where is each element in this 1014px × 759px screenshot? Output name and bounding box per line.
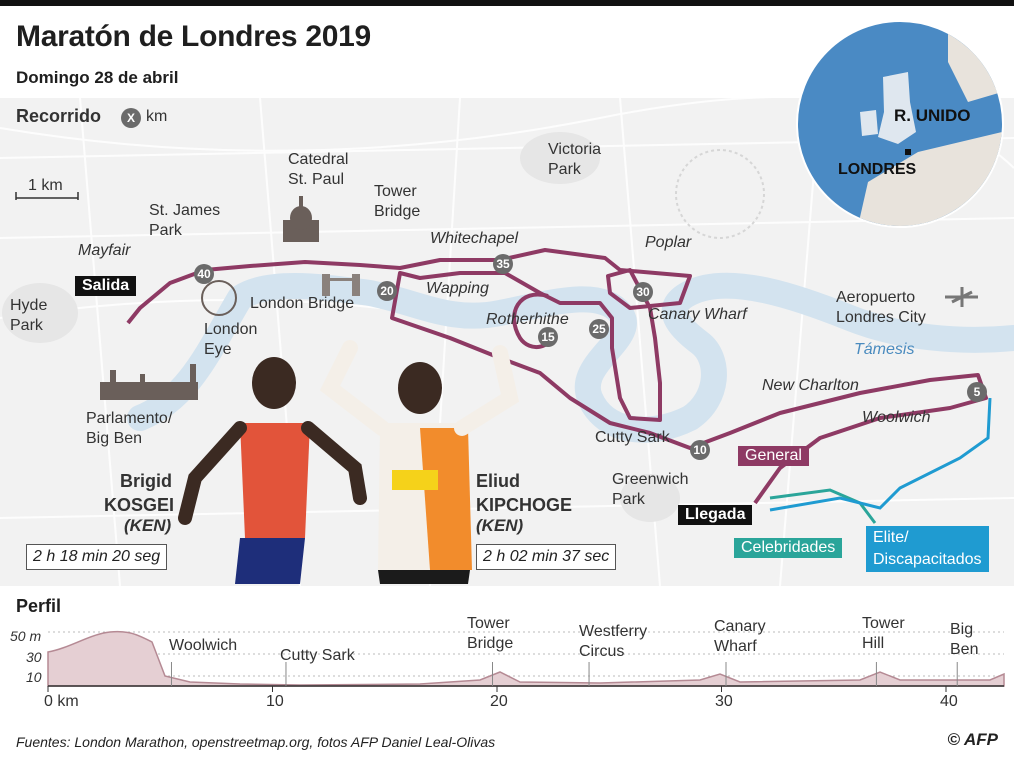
x-tick-label: 10 [266, 693, 284, 710]
km-marker-40: 40 [194, 264, 214, 284]
uk-shape [878, 72, 916, 144]
km-marker-legend: X [121, 108, 141, 128]
label-cutty-sark: Cutty Sark [595, 429, 670, 446]
page-title: Maratón de Londres 2019 [16, 20, 371, 53]
route-legend-label: Recorrido [16, 106, 102, 126]
km-unit-label: km [146, 108, 168, 125]
elite-route-tag: Elite/ Discapacitados [866, 526, 989, 572]
kipchoge-figure [319, 340, 520, 584]
athlete-last-name: KOSGEI [104, 495, 175, 515]
profile-landmark: Woolwich [169, 637, 238, 654]
label-mayfair: Mayfair [78, 242, 131, 259]
elite-route [769, 397, 992, 512]
km-marker-35: 35 [493, 254, 513, 274]
label-st-paul: Catedral St. Paul [288, 151, 349, 188]
athlete-first-name: Brigid [120, 471, 172, 491]
profile-chart [47, 630, 1005, 692]
elevation-profile: 50 m 30 10 0 km 10 20 30 40 Woolwich Cut… [0, 612, 1014, 722]
label-whitechapel: Whitechapel [430, 230, 519, 247]
label-victoria-park: Victoria Park [548, 141, 602, 178]
start-tag: Salida [75, 276, 137, 296]
athlete-country: (KEN) [476, 516, 524, 535]
km-marker-25: 25 [589, 319, 609, 339]
km-marker-30: 30 [633, 282, 653, 302]
label-london-bridge: London Bridge [250, 295, 355, 312]
kosgei-figure [178, 357, 367, 584]
x-tick-label: 30 [715, 693, 733, 710]
profile-landmark: Big Ben [950, 621, 979, 658]
label-st-james: St. James Park [149, 202, 221, 239]
y-tick-label: 50 m [10, 628, 42, 644]
page-subtitle: Domingo 28 de abril [16, 68, 179, 87]
label-tower-bridge: Tower Bridge [374, 183, 421, 220]
profile-title: Perfil [16, 596, 62, 616]
label-airport: Aeropuerto Londres City [836, 289, 926, 326]
profile-landmark: Tower Hill [862, 615, 905, 652]
label-parliament: Parlamento/ Big Ben [86, 410, 173, 447]
label-thames: Támesis [854, 341, 915, 358]
profile-landmark: Westferry Circus [579, 623, 648, 660]
cathedral-icon [283, 196, 319, 242]
scale-label: 1 km [28, 177, 63, 194]
london-eye-icon [201, 280, 237, 316]
airplane-icon [945, 287, 978, 307]
top-rule [0, 0, 1014, 6]
athlete-country: (KEN) [124, 516, 172, 535]
tower-bridge-icon [322, 274, 360, 296]
label-poplar: Poplar [645, 234, 692, 251]
x-tick-label: 20 [490, 693, 508, 710]
label-canary-wharf: Canary Wharf [648, 306, 747, 323]
dome-icon [675, 149, 765, 239]
celebrities-route-tag: Celebridades [734, 538, 843, 558]
profile-landmark: Cutty Sark [280, 647, 355, 664]
label-greenwich-park: Greenwich Park [612, 471, 689, 508]
km-marker-5: 5 [967, 382, 987, 402]
label-hyde-park: Hyde Park [10, 297, 48, 334]
y-tick-label: 30 [26, 649, 42, 665]
celebrities-route [769, 488, 877, 524]
label-london-eye: London Eye [204, 321, 258, 358]
km-marker-15: 15 [538, 327, 558, 347]
label-woolwich: Woolwich [862, 409, 931, 426]
london-dot [905, 149, 911, 155]
general-route-tag: General [738, 446, 809, 466]
x-tick-label: 0 km [44, 693, 79, 710]
athlete-time: 2 h 18 min 20 seg [26, 544, 168, 570]
parliament-icon [100, 364, 198, 400]
label-wapping: Wapping [426, 280, 489, 297]
marathon-route [126, 248, 988, 505]
athlete-time: 2 h 02 min 37 sec [476, 544, 617, 570]
scale-bar [15, 192, 79, 200]
profile-landmark: Canary Wharf [714, 618, 766, 655]
thames-river [127, 272, 1014, 443]
km-marker-10: 10 [690, 440, 710, 460]
inset-globe: R. UNIDO LONDRES [796, 20, 1004, 228]
elevation-area [47, 630, 1005, 687]
athlete-last-name: KIPCHOGE [476, 495, 573, 515]
y-tick-label: 10 [26, 669, 42, 685]
label-rotherhithe: Rotherhithe [486, 311, 569, 328]
afp-credit: © AFP [947, 730, 998, 749]
finish-tag: Llegada [678, 505, 753, 525]
ireland-shape [860, 110, 878, 136]
inset-country-label: R. UNIDO [894, 106, 971, 125]
athlete-photos [178, 340, 520, 584]
x-tick-label: 40 [940, 693, 958, 710]
athlete-first-name: Eliud [476, 471, 520, 491]
km-marker-20: 20 [377, 281, 397, 301]
label-new-charlton: New Charlton [762, 377, 859, 394]
sources-footer: Fuentes: London Marathon, openstreetmap.… [16, 734, 496, 750]
profile-landmark: Tower Bridge [467, 615, 514, 652]
inset-city-label: LONDRES [838, 161, 917, 178]
